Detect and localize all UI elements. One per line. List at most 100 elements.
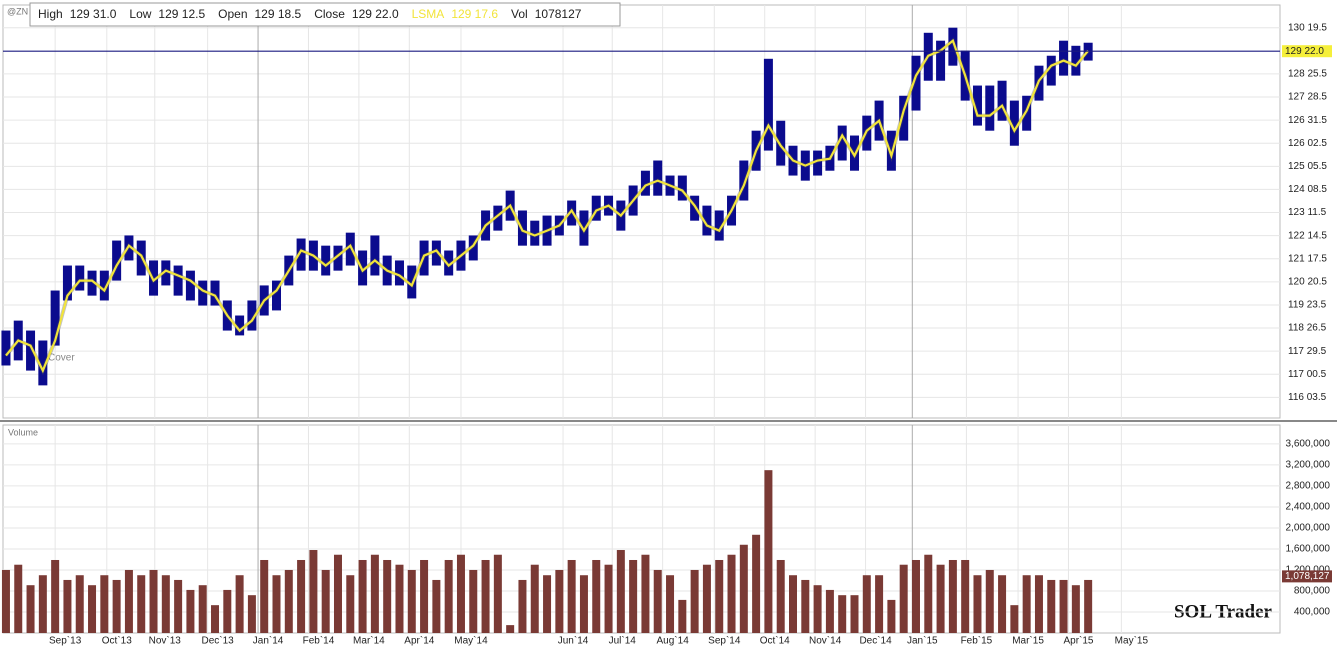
marks: 129 22.0 1,078,127 <box>1 27 1332 633</box>
price-bar <box>161 260 171 286</box>
volume-bar <box>456 554 465 633</box>
header-value: 129 12.5 <box>158 7 205 21</box>
volume-bar <box>309 550 318 633</box>
volume-bar <box>764 470 773 633</box>
price-bar <box>444 250 454 276</box>
volume-bar <box>666 575 675 633</box>
header-label: Open <box>218 7 247 21</box>
price-bar <box>407 265 417 299</box>
volume-bar <box>161 575 170 633</box>
price-bar <box>677 175 687 201</box>
x-tick-label: Sep`13 <box>49 635 82 647</box>
y-tick-label: 121 17.5 <box>1288 253 1327 264</box>
volume-bar <box>629 559 638 633</box>
price-bar <box>849 135 859 171</box>
volume-bar <box>333 554 342 633</box>
header-value: 129 18.5 <box>255 7 302 21</box>
price-bar <box>62 265 72 301</box>
header-value: 129 17.6 <box>451 7 498 21</box>
volume-bar <box>789 575 798 633</box>
y-tick-label: 118 26.5 <box>1288 323 1327 334</box>
price-bar <box>886 130 896 171</box>
annotation: Cover <box>48 353 75 364</box>
price-bar <box>247 300 257 331</box>
volume-bar <box>727 554 736 633</box>
volume-bar <box>543 575 552 633</box>
volume-bar <box>88 585 97 633</box>
price-bar <box>296 238 306 271</box>
volume-tick-label: 2,000,000 <box>1286 523 1331 534</box>
price-bar <box>149 260 159 296</box>
volume-tick-label: 3,600,000 <box>1286 439 1331 450</box>
volume-bar <box>370 554 379 633</box>
price-panel <box>2 4 1281 419</box>
volume-bar <box>506 625 515 633</box>
x-tick-label: Oct`14 <box>760 635 790 647</box>
price-bar <box>345 232 355 266</box>
volume-bar <box>1034 575 1043 633</box>
volume-bar <box>911 559 920 633</box>
volume-bar <box>604 564 613 633</box>
x-tick-label: Jan`14 <box>253 635 284 647</box>
volume-bar <box>149 569 158 633</box>
volume-bar <box>75 575 84 633</box>
volume-bar <box>887 599 896 633</box>
volume-bar <box>616 550 625 633</box>
y-tick-label: 117 29.5 <box>1288 346 1327 357</box>
volume-bar <box>850 595 859 633</box>
volume-bar <box>432 579 441 633</box>
price-bar <box>333 245 343 271</box>
volume-bar <box>198 585 207 633</box>
price-bar <box>640 170 650 196</box>
header-value: 129 22.0 <box>352 7 399 21</box>
x-tick-label: Jan`15 <box>907 635 938 647</box>
volume-bar <box>26 585 35 633</box>
price-bar <box>1046 55 1056 86</box>
y-tick-label: 127 28.5 <box>1288 92 1327 103</box>
volume-bar <box>1 569 10 633</box>
price-bar <box>493 205 503 231</box>
price-bar <box>739 160 749 201</box>
price-bar <box>321 245 331 276</box>
volume-bar <box>395 564 404 633</box>
y-tick-label: 125 05.5 <box>1288 161 1327 172</box>
x-tick-label: Sep`14 <box>708 635 741 647</box>
price-bar <box>468 235 478 261</box>
volume-bar <box>813 585 822 633</box>
volume-bar <box>899 564 908 633</box>
volume-bar <box>260 559 269 633</box>
x-tick-label: Feb`15 <box>961 635 993 647</box>
price-bar <box>530 220 540 246</box>
price-bar <box>1009 100 1019 146</box>
x-tick-label: May`15 <box>1115 635 1149 647</box>
volume-bar <box>715 559 724 633</box>
volume-bar <box>420 559 429 633</box>
header-label: Vol <box>511 7 528 21</box>
volume-bar <box>1047 579 1056 633</box>
price-bar <box>911 55 921 111</box>
y-tick-label: 130 19.5 <box>1288 22 1327 33</box>
volume-bar <box>985 569 994 633</box>
volume-bar <box>924 554 933 633</box>
volume-bar <box>100 575 109 633</box>
y-tick-label: 117 00.5 <box>1288 369 1327 380</box>
header-box <box>29 2 621 27</box>
price-bar <box>431 240 441 266</box>
price-bar <box>997 80 1007 121</box>
volume-bar <box>961 559 970 633</box>
price-bar <box>1059 40 1069 76</box>
volume-bar <box>346 575 355 633</box>
y-tick-label: 120 20.5 <box>1288 276 1327 287</box>
volume-bar <box>383 559 392 633</box>
volume-tick-label: 1,600,000 <box>1286 544 1331 555</box>
x-tick-label: Oct`13 <box>102 635 132 647</box>
price-bar <box>1071 45 1081 76</box>
price-bar <box>714 210 724 241</box>
x-tick-label: Nov`14 <box>809 635 842 647</box>
volume-bar <box>702 564 711 633</box>
price-bar <box>50 290 60 346</box>
price-bar <box>579 210 589 246</box>
price-bar <box>567 200 577 226</box>
x-tick-label: Jun`14 <box>558 635 589 647</box>
